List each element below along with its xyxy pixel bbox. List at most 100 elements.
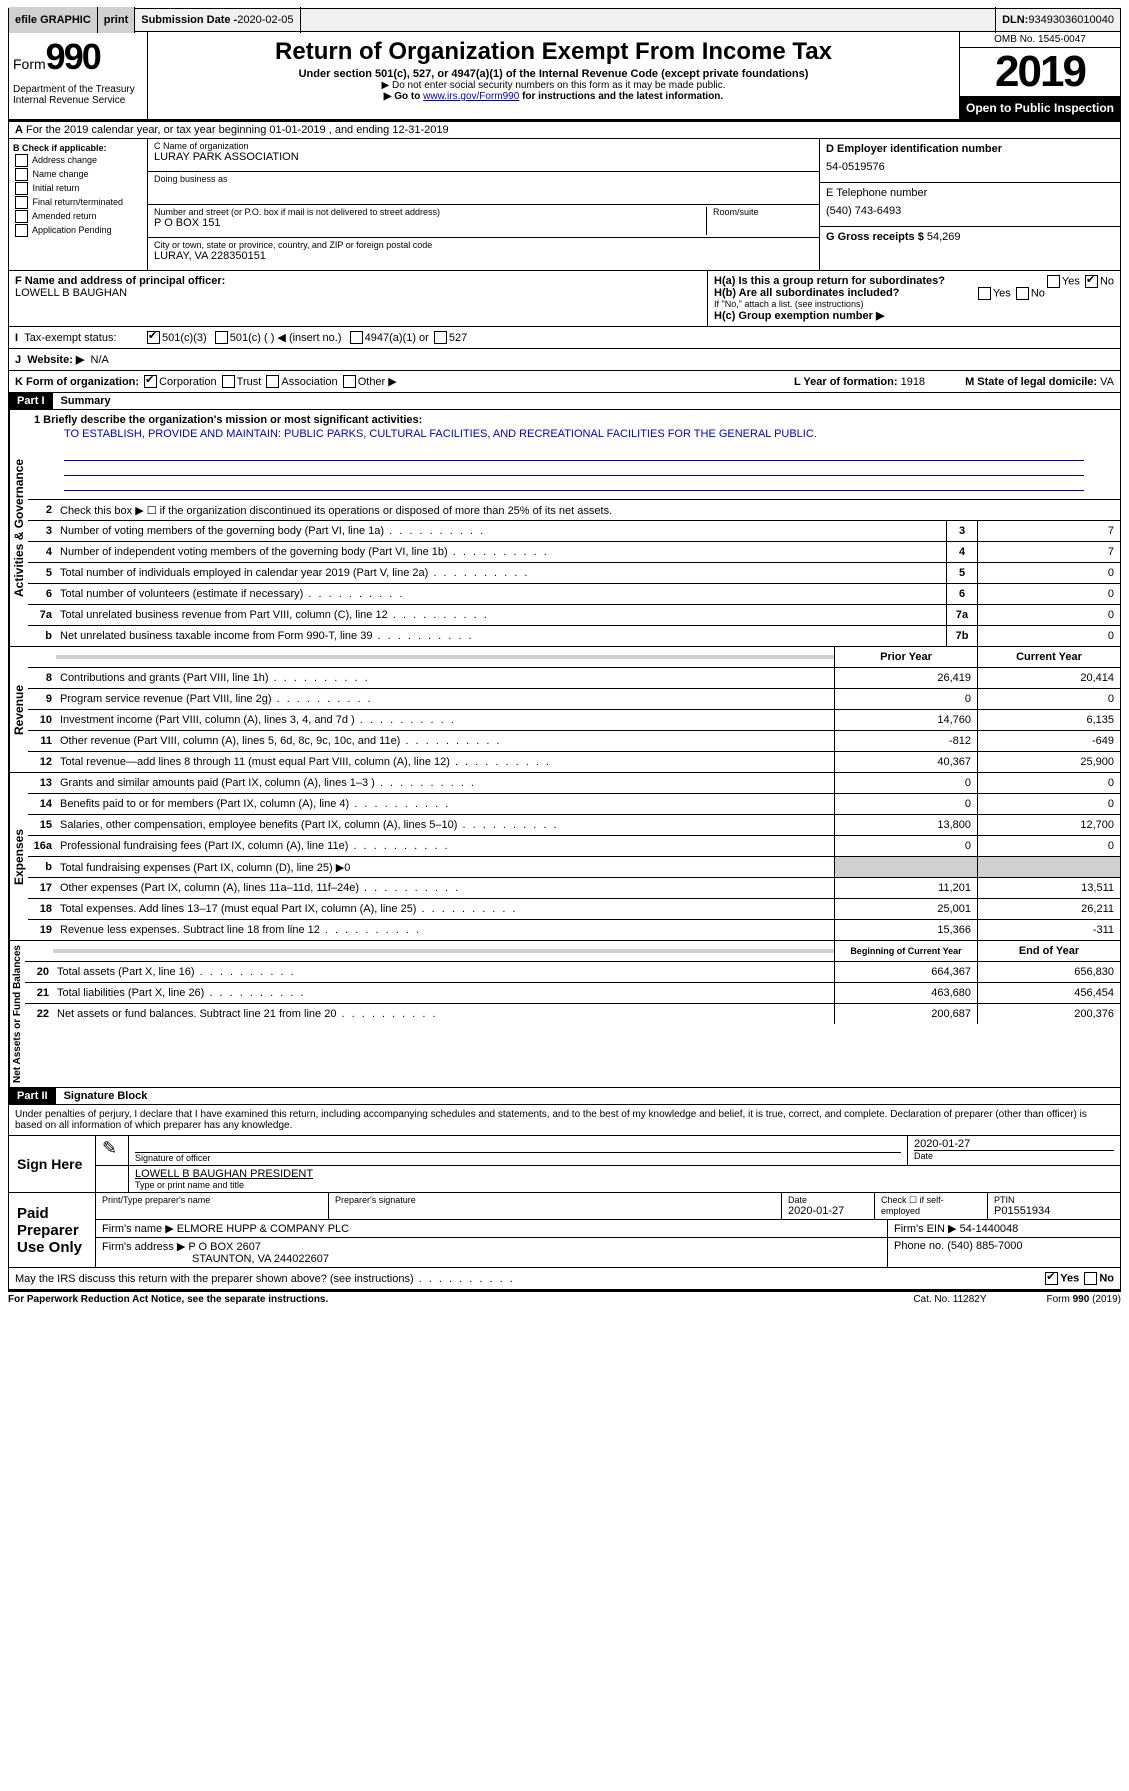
footer: For Paperwork Reduction Act Notice, see …	[8, 1290, 1121, 1307]
cb-501c[interactable]	[215, 331, 228, 344]
website-value: N/A	[91, 354, 109, 366]
net-assets-label: Net Assets or Fund Balances	[9, 941, 25, 1087]
firm-address: P O BOX 2607	[188, 1241, 261, 1253]
mission-label: 1 Briefly describe the organization's mi…	[34, 414, 422, 426]
print-button[interactable]: print	[98, 7, 135, 33]
dln: DLN: 93493036010040	[995, 7, 1120, 33]
table-row: 7aTotal unrelated business revenue from …	[28, 605, 1120, 626]
table-row: 4Number of independent voting members of…	[28, 542, 1120, 563]
org-address: P O BOX 151	[154, 217, 706, 229]
table-row: bNet unrelated business taxable income f…	[28, 626, 1120, 646]
expenses-section: Expenses 13Grants and similar amounts pa…	[8, 773, 1121, 941]
governance-section: Activities & Governance 1 Briefly descri…	[8, 410, 1121, 647]
firm-name: ELMORE HUPP & COMPANY PLC	[177, 1223, 349, 1235]
revenue-header-row: Prior Year Current Year	[28, 647, 1120, 668]
department: Department of the Treasury Internal Reve…	[13, 84, 143, 106]
form-number: Form990	[13, 36, 143, 78]
cb-corporation[interactable]	[144, 375, 157, 388]
cb-initial-return[interactable]: Initial return	[13, 182, 143, 195]
form-note-link: ▶ Go to www.irs.gov/Form990 for instruct…	[152, 91, 955, 102]
discuss-row: May the IRS discuss this return with the…	[8, 1268, 1121, 1290]
tax-status-row: I Tax-exempt status: 501(c)(3) 501(c) ( …	[8, 327, 1121, 349]
cb-final-return[interactable]: Final return/terminated	[13, 196, 143, 209]
line-2: 2Check this box ▶ ☐ if the organization …	[28, 500, 1120, 521]
paid-preparer-section: Paid Preparer Use Only Print/Type prepar…	[8, 1193, 1121, 1268]
governance-label: Activities & Governance	[9, 410, 28, 646]
address-row: Number and street (or P.O. box if mail i…	[148, 205, 819, 238]
cb-4947[interactable]	[350, 331, 363, 344]
state-domicile: M State of legal domicile: VA	[965, 376, 1114, 388]
table-row: 10Investment income (Part VIII, column (…	[28, 710, 1120, 731]
sign-date: 2020-01-27	[914, 1138, 1114, 1150]
omb-number: OMB No. 1545-0047	[960, 32, 1120, 48]
table-row: 22Net assets or fund balances. Subtract …	[25, 1004, 1120, 1024]
mission-text: TO ESTABLISH, PROVIDE AND MAINTAIN: PUBL…	[34, 426, 1114, 442]
form-of-org-row: K Form of organization: Corporation Trus…	[8, 371, 1121, 393]
ptin-value: P01551934	[994, 1205, 1114, 1217]
form-title: Return of Organization Exempt From Incom…	[152, 38, 955, 66]
org-name-row: C Name of organization LURAY PARK ASSOCI…	[148, 139, 819, 172]
table-row: 18Total expenses. Add lines 13–17 (must …	[28, 899, 1120, 920]
form-header: Form990 Department of the Treasury Inter…	[8, 32, 1121, 120]
table-row: 20Total assets (Part X, line 16)664,3676…	[25, 962, 1120, 983]
net-header-row: Beginning of Current Year End of Year	[25, 941, 1120, 962]
cb-association[interactable]	[266, 375, 279, 388]
cb-name-change[interactable]: Name change	[13, 168, 143, 181]
net-assets-section: Net Assets or Fund Balances Beginning of…	[8, 941, 1121, 1088]
ein-value: 54-0519576	[826, 161, 1114, 173]
revenue-section: Revenue Prior Year Current Year 8Contrib…	[8, 647, 1121, 773]
table-row: 17Other expenses (Part IX, column (A), l…	[28, 878, 1120, 899]
table-row: 16aProfessional fundraising fees (Part I…	[28, 836, 1120, 857]
cb-discuss-yes[interactable]	[1045, 1272, 1058, 1285]
cb-527[interactable]	[434, 331, 447, 344]
cb-501c3[interactable]	[147, 331, 160, 344]
efile-button[interactable]: efile GRAPHIC	[9, 7, 98, 33]
org-info-block: B Check if applicable: Address change Na…	[8, 139, 1121, 271]
top-bar: efile GRAPHIC print Submission Date - 20…	[8, 8, 1121, 32]
firm-ein: 54-1440048	[960, 1223, 1019, 1235]
tel-box: E Telephone number (540) 743-6493	[820, 183, 1120, 227]
org-city: LURAY, VA 228350151	[154, 250, 813, 262]
gross-box: G Gross receipts $ 54,269	[820, 227, 1120, 270]
firm-phone: (540) 885-7000	[947, 1240, 1022, 1252]
sign-here-section: Sign Here ✎ Signature of officer 2020-01…	[8, 1136, 1121, 1193]
table-row: 13Grants and similar amounts paid (Part …	[28, 773, 1120, 794]
cb-amended[interactable]: Amended return	[13, 210, 143, 223]
officer-grouping-row: F Name and address of principal officer:…	[8, 271, 1121, 327]
cb-trust[interactable]	[222, 375, 235, 388]
tel-value: (540) 743-6493	[826, 205, 1114, 217]
table-row: 15Salaries, other compensation, employee…	[28, 815, 1120, 836]
table-row: 11Other revenue (Part VIII, column (A), …	[28, 731, 1120, 752]
part1-header: Part I Summary	[8, 393, 1121, 410]
table-row: 6Total number of volunteers (estimate if…	[28, 584, 1120, 605]
officer-name: LOWELL B BAUGHAN	[15, 287, 701, 299]
website-row: J Website: ▶ N/A	[8, 349, 1121, 371]
table-row: 9Program service revenue (Part VIII, lin…	[28, 689, 1120, 710]
revenue-label: Revenue	[9, 647, 28, 772]
table-row: 14Benefits paid to or for members (Part …	[28, 794, 1120, 815]
ein-box: D Employer identification number 54-0519…	[820, 139, 1120, 183]
cb-app-pending[interactable]: Application Pending	[13, 224, 143, 237]
cb-discuss-no[interactable]	[1084, 1272, 1097, 1285]
table-row: 3Number of voting members of the governi…	[28, 521, 1120, 542]
principal-officer: F Name and address of principal officer:…	[9, 271, 708, 326]
table-row: bTotal fundraising expenses (Part IX, co…	[28, 857, 1120, 878]
cb-address-change[interactable]: Address change	[13, 154, 143, 167]
sign-here-label: Sign Here	[9, 1136, 96, 1192]
irs-link[interactable]: www.irs.gov/Form990	[423, 91, 519, 102]
city-row: City or town, state or province, country…	[148, 238, 819, 270]
part2-header: Part II Signature Block	[8, 1088, 1121, 1105]
group-return-box: H(a) Is this a group return for subordin…	[708, 271, 1120, 326]
officer-name-title: LOWELL B BAUGHAN PRESIDENT	[135, 1168, 1114, 1180]
table-row: 12Total revenue—add lines 8 through 11 (…	[28, 752, 1120, 772]
table-row: 21Total liabilities (Part X, line 26)463…	[25, 983, 1120, 1004]
cb-other[interactable]	[343, 375, 356, 388]
expenses-label: Expenses	[9, 773, 28, 940]
form-subtitle: Under section 501(c), 527, or 4947(a)(1)…	[152, 68, 955, 80]
firm-address2: STAUNTON, VA 244022607	[102, 1253, 881, 1265]
check-b: B Check if applicable: Address change Na…	[9, 139, 148, 270]
year-formation: L Year of formation: 1918	[794, 376, 925, 388]
form-note-ssn: ▶ Do not enter social security numbers o…	[152, 80, 955, 91]
open-public-badge: Open to Public Inspection	[960, 97, 1120, 119]
line-a-period: A For the 2019 calendar year, or tax yea…	[8, 120, 1121, 139]
